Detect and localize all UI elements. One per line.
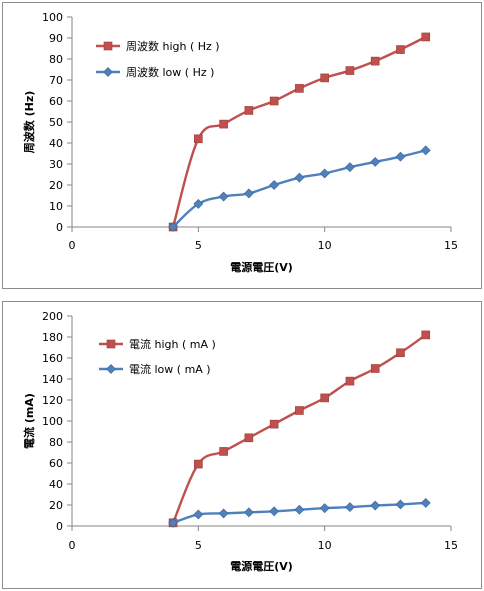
data-point bbox=[370, 364, 380, 373]
x-tick-label: 0 bbox=[69, 539, 76, 552]
series-0 bbox=[168, 32, 431, 232]
data-point bbox=[396, 45, 405, 54]
y-tick-label: 180 bbox=[42, 331, 63, 344]
legend-marker bbox=[106, 339, 116, 349]
data-point bbox=[295, 406, 304, 415]
current-chart: 0 20 40 60 80 100 120 140 160 180 200 0 5 10 15 電源電圧(V)… bbox=[22, 310, 458, 573]
data-point bbox=[420, 497, 431, 508]
data-point bbox=[218, 191, 229, 202]
data-point bbox=[370, 500, 381, 511]
legend-marker bbox=[106, 364, 116, 374]
x-axis-title: 電源電圧(V) bbox=[230, 260, 293, 274]
y-tick-label: 100 bbox=[42, 11, 63, 24]
y-tick-label: 80 bbox=[49, 53, 63, 66]
data-point bbox=[421, 330, 431, 340]
legend-label: 電流 high ( mA ) bbox=[129, 337, 216, 351]
data-point bbox=[345, 502, 355, 513]
data-point bbox=[421, 32, 431, 42]
y-tick-label: 40 bbox=[49, 478, 63, 491]
x-tick-label: 5 bbox=[195, 239, 202, 252]
legend-label: 電流 low ( mA ) bbox=[129, 362, 211, 376]
y-tick-label: 140 bbox=[42, 373, 63, 386]
data-point bbox=[219, 119, 228, 129]
legend-entry-1: 周波数 low ( Hz ) bbox=[96, 66, 214, 79]
y-tick-label: 40 bbox=[49, 137, 63, 150]
data-point bbox=[345, 162, 355, 173]
x-tick-label: 5 bbox=[195, 539, 202, 552]
data-point bbox=[168, 222, 178, 232]
series-0 bbox=[168, 330, 431, 528]
data-point bbox=[244, 106, 254, 115]
y-tick-label: 20 bbox=[49, 499, 63, 512]
data-point bbox=[294, 172, 305, 183]
data-point bbox=[193, 509, 204, 520]
y-tick-label: 0 bbox=[56, 520, 63, 533]
data-point bbox=[320, 73, 329, 83]
chart-panel-current: 0 20 40 60 80 100 120 140 160 180 200 0 5 10 15 電源電圧(V)… bbox=[2, 301, 482, 589]
data-point bbox=[218, 508, 229, 519]
y-axis-title: 周波数 (Hz) bbox=[22, 91, 36, 154]
data-point bbox=[345, 66, 355, 75]
data-point bbox=[269, 419, 279, 429]
data-point bbox=[370, 56, 380, 66]
x-tick-label: 15 bbox=[444, 239, 458, 252]
data-point bbox=[370, 156, 381, 167]
frequency-chart: 0 10 20 30 40 50 60 70 80 90 100 0 5 10 15 電源電圧(V) 周波数 (… bbox=[22, 11, 458, 274]
data-point bbox=[168, 517, 178, 528]
y-tick-label: 50 bbox=[49, 116, 63, 129]
y-tick-label: 200 bbox=[42, 310, 63, 323]
chart-panel-frequency: 0 10 20 30 40 50 60 70 80 90 100 0 5 10 15 電源電圧(V) 周波数 (… bbox=[2, 2, 482, 289]
legend-marker bbox=[103, 41, 113, 51]
legend-entry-0: 電流 high ( mA ) bbox=[99, 337, 216, 351]
legend-entry-0: 周波数 high ( Hz ) bbox=[96, 40, 220, 53]
x-tick-label: 15 bbox=[444, 539, 458, 552]
y-tick-label: 90 bbox=[49, 32, 63, 45]
data-point bbox=[269, 180, 280, 190]
y-axis-title: 電流 (mA) bbox=[22, 393, 36, 449]
data-point bbox=[396, 348, 405, 358]
data-point bbox=[269, 96, 279, 106]
data-point bbox=[345, 376, 355, 386]
y-tick-label: 120 bbox=[42, 394, 63, 407]
data-point bbox=[295, 84, 304, 93]
data-point bbox=[395, 151, 406, 162]
data-point bbox=[320, 393, 329, 403]
x-tick-label: 0 bbox=[69, 239, 76, 252]
data-point bbox=[269, 506, 280, 517]
data-point bbox=[294, 504, 305, 515]
y-tick-label: 20 bbox=[49, 179, 63, 192]
y-tick-label: 0 bbox=[56, 221, 63, 234]
y-tick-label: 100 bbox=[42, 415, 63, 428]
series-1 bbox=[168, 497, 431, 528]
legend-marker bbox=[103, 67, 113, 77]
data-point bbox=[319, 168, 330, 179]
y-tick-label: 70 bbox=[49, 74, 63, 87]
data-point bbox=[194, 134, 203, 144]
data-point bbox=[243, 507, 254, 518]
legend-label: 周波数 low ( Hz ) bbox=[126, 66, 214, 79]
data-point bbox=[395, 499, 406, 510]
y-tick-label: 80 bbox=[49, 436, 63, 449]
data-point bbox=[420, 145, 431, 156]
y-tick-label: 30 bbox=[49, 158, 63, 171]
x-axis-title: 電源電圧(V) bbox=[230, 559, 293, 573]
x-tick-label: 10 bbox=[318, 539, 332, 552]
data-point bbox=[243, 188, 254, 199]
y-tick-label: 160 bbox=[42, 352, 63, 365]
data-point bbox=[219, 447, 228, 456]
data-point bbox=[193, 198, 204, 209]
data-point bbox=[244, 433, 254, 443]
data-point bbox=[194, 459, 203, 469]
legend-label: 周波数 high ( Hz ) bbox=[126, 40, 220, 53]
data-point bbox=[319, 503, 330, 514]
series-line-0 bbox=[171, 333, 427, 525]
x-tick-label: 10 bbox=[318, 239, 332, 252]
y-tick-label: 10 bbox=[49, 200, 63, 213]
series-line-1 bbox=[171, 149, 427, 229]
series-1 bbox=[168, 145, 431, 232]
y-tick-label: 60 bbox=[49, 95, 63, 108]
y-tick-label: 60 bbox=[49, 457, 63, 470]
legend-entry-1: 電流 low ( mA ) bbox=[99, 362, 211, 376]
